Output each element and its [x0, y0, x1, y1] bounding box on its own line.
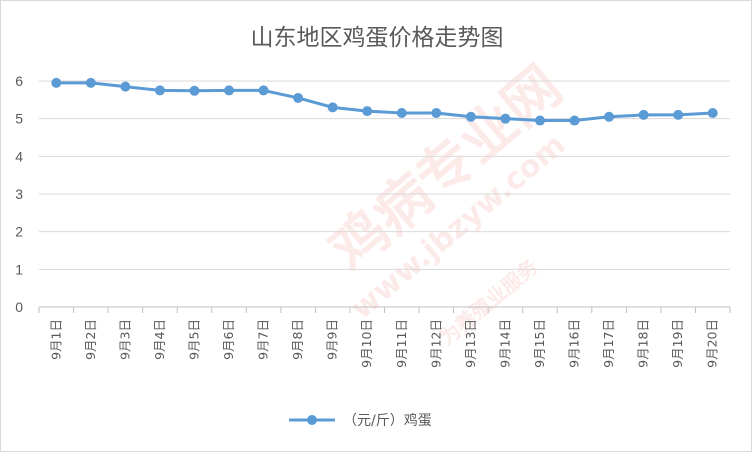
y-tick-label: 0: [15, 299, 23, 315]
data-point: [224, 85, 235, 96]
series-line: [54, 81, 715, 123]
data-point: [431, 108, 442, 119]
watermark: 鸡病专业网 www.jbzyw.com 为养殖业服务: [318, 54, 574, 350]
data-point: [154, 85, 165, 96]
legend-label: （元/斤）鸡蛋: [343, 412, 432, 429]
x-tick-label: 9月19日: [670, 319, 685, 368]
x-tick-label: 9月11日: [394, 319, 409, 368]
y-tick-label: 1: [15, 261, 23, 277]
data-point: [120, 81, 131, 92]
y-tick-label: 3: [15, 186, 23, 202]
data-point: [604, 111, 615, 122]
data-point: [465, 111, 476, 122]
y-axis-ticks: 0 1 2 3 4 5 6: [15, 73, 23, 315]
x-tick-label: 9月6日: [221, 319, 236, 360]
data-point: [258, 85, 269, 96]
watermark-tagline-text: 为养殖业服务: [435, 254, 543, 350]
x-tick-label: 9月16日: [567, 319, 582, 368]
x-tick-label: 9月17日: [601, 319, 616, 368]
x-tick-label: 9月9日: [325, 319, 340, 360]
legend-dot-marker: [307, 415, 317, 425]
x-tick-label: 9月1日: [48, 319, 63, 360]
x-tick-label: 9月13日: [463, 319, 478, 368]
x-tick-label: 9月15日: [532, 319, 547, 368]
data-point: [362, 106, 373, 117]
x-tick-label: 9月14日: [497, 319, 512, 368]
data-point: [673, 109, 684, 120]
data-point: [638, 109, 649, 120]
series-layer: [51, 77, 718, 126]
x-tick-label: 9月12日: [428, 319, 443, 368]
x-tick-label: 9月5日: [186, 319, 201, 360]
data-point: [85, 77, 96, 88]
grid-lines: [39, 80, 730, 270]
chart-title: 山东地区鸡蛋价格走势图: [251, 25, 504, 51]
data-point: [500, 113, 511, 124]
x-axis-ticks: 9月1日 9月2日 9月3日 9月4日 9月5日 9月6日 9月7日 9月8日 9月9日 9月10…: [38, 307, 731, 368]
y-tick-label: 6: [15, 73, 23, 89]
x-tick-label: 9月4日: [152, 319, 167, 360]
data-point: [189, 85, 200, 96]
data-point: [51, 77, 62, 88]
x-tick-label: 9月7日: [256, 319, 271, 360]
y-tick-label: 2: [15, 224, 23, 240]
x-tick-label: 9月10日: [359, 319, 374, 368]
x-tick-label: 9月8日: [290, 319, 305, 360]
data-point: [534, 115, 545, 126]
data-point: [327, 102, 338, 113]
legend: （元/斤）鸡蛋: [289, 412, 432, 429]
x-tick-label: 9月18日: [636, 319, 651, 368]
data-point: [396, 108, 407, 119]
data-point: [707, 108, 718, 119]
x-tick-label: 9月20日: [705, 319, 720, 368]
y-tick-label: 4: [15, 148, 23, 164]
data-point: [569, 115, 580, 126]
data-point: [293, 92, 304, 103]
x-tick-label: 9月2日: [83, 319, 98, 360]
x-tick-label: 9月3日: [117, 319, 132, 360]
y-tick-label: 5: [15, 111, 23, 127]
